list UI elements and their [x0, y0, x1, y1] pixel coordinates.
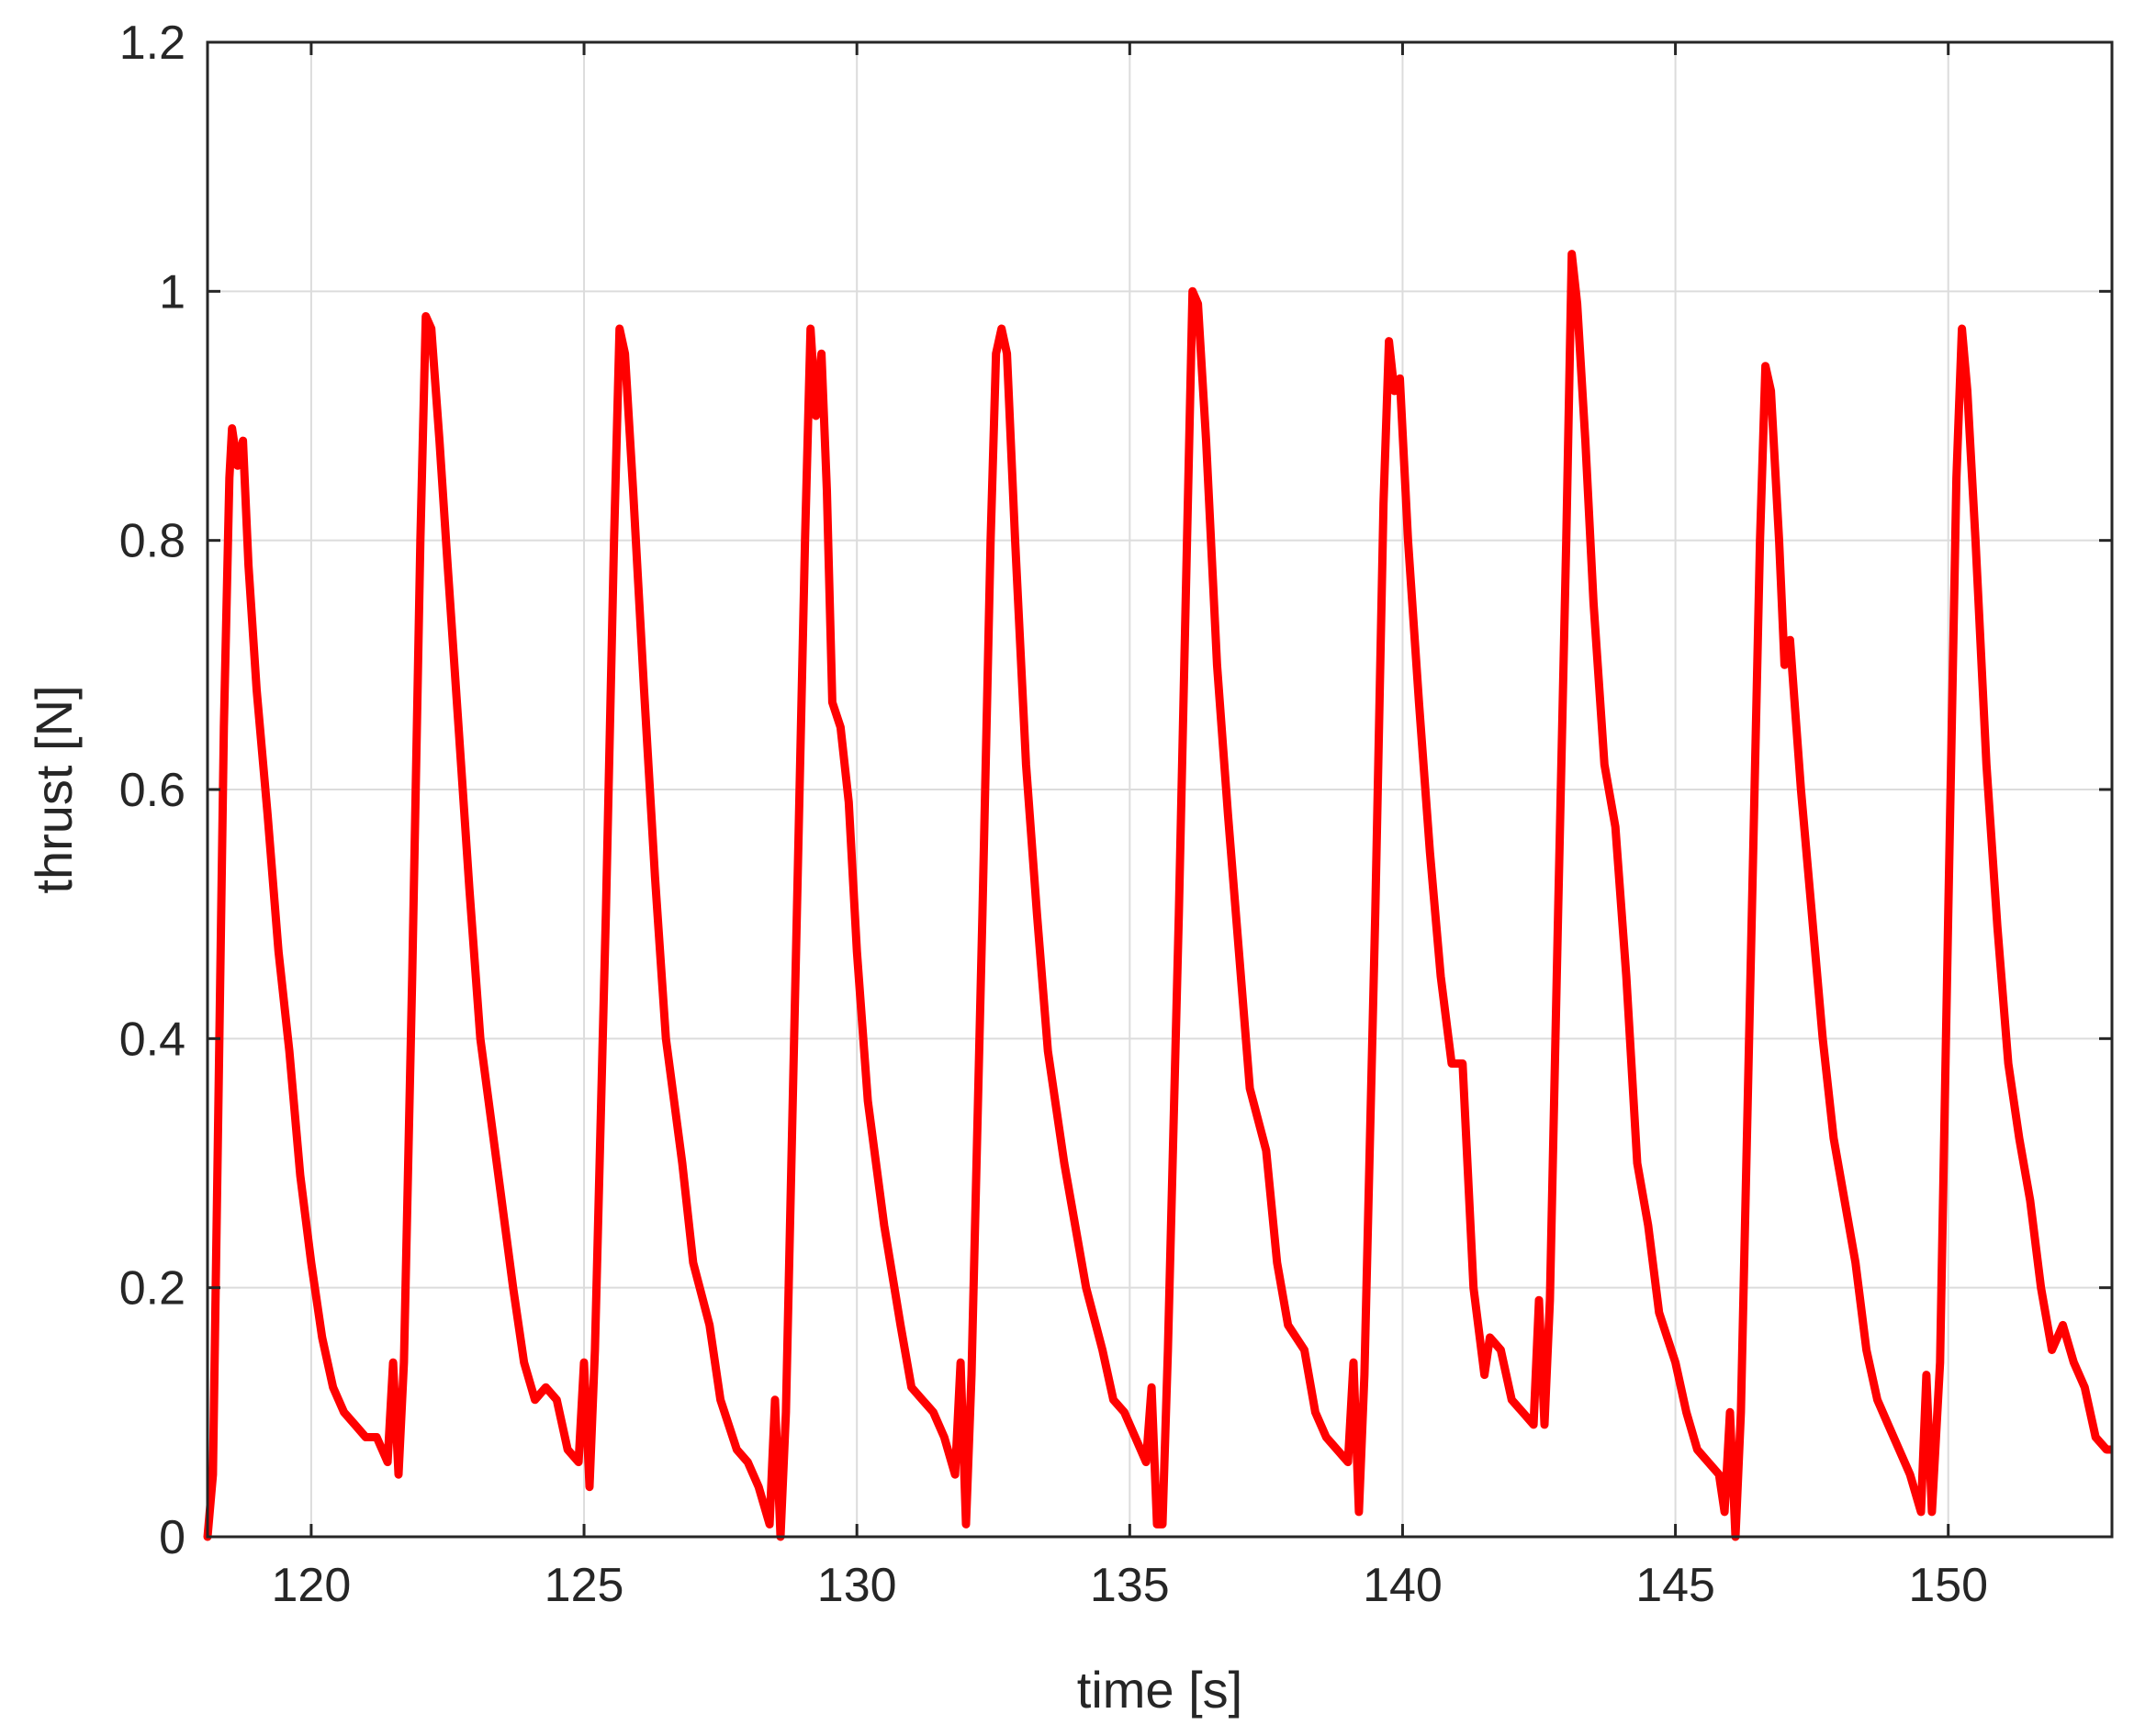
- grid-lines: [208, 42, 2112, 1537]
- plot-series: [203, 250, 2112, 1541]
- y-axis-title: thrust [N]: [25, 685, 83, 893]
- x-tick-label: 150: [1908, 1559, 1988, 1612]
- y-tick-label: 0.2: [119, 1262, 185, 1316]
- x-tick-label: 140: [1363, 1559, 1443, 1612]
- x-tick-label: 135: [1090, 1559, 1170, 1612]
- x-axis-tick-labels: 120 125 130 135 140 145 150: [272, 1559, 1989, 1612]
- y-tick-label: 1.2: [119, 17, 185, 70]
- y-tick-label: 0.8: [119, 515, 185, 568]
- x-tick-label: 130: [817, 1559, 897, 1612]
- y-tick-label: 1: [159, 265, 185, 319]
- tick-marks: [208, 40, 2112, 1539]
- thrust-series-line: [203, 250, 2112, 1541]
- x-tick-label: 145: [1635, 1559, 1715, 1612]
- x-tick-label: 125: [545, 1559, 624, 1612]
- y-tick-label: 0.6: [119, 764, 185, 817]
- y-tick-label: 0.4: [119, 1013, 185, 1066]
- y-axis-tick-labels: 0 0.2 0.4 0.6 0.8 1 1.2: [119, 17, 185, 1564]
- y-tick-label: 0: [159, 1511, 185, 1564]
- x-axis-title: time [s]: [1077, 1661, 1242, 1719]
- x-tick-label: 120: [272, 1559, 352, 1612]
